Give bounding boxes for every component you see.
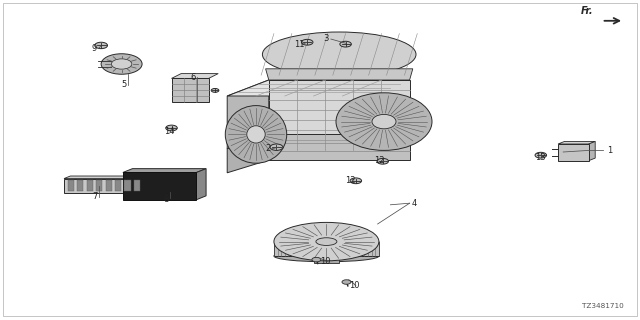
Polygon shape [589, 141, 595, 161]
Text: 3: 3 [324, 34, 329, 43]
Text: 10: 10 [320, 257, 330, 266]
Polygon shape [123, 169, 206, 172]
Bar [77, 180, 83, 191]
Polygon shape [558, 141, 595, 144]
Circle shape [101, 54, 142, 74]
Polygon shape [242, 83, 397, 99]
Polygon shape [242, 83, 285, 160]
Bar [64, 179, 147, 193]
Text: TZ3481710: TZ3481710 [582, 303, 624, 309]
Circle shape [350, 178, 362, 184]
Ellipse shape [372, 115, 396, 129]
Polygon shape [274, 242, 379, 256]
Bar [558, 144, 589, 161]
Bar [96, 180, 102, 191]
Bar [124, 180, 131, 191]
Ellipse shape [225, 106, 287, 163]
Bar [314, 257, 339, 263]
Text: 2: 2 [265, 144, 270, 153]
Polygon shape [147, 176, 154, 193]
Text: 13: 13 [536, 153, 546, 162]
Ellipse shape [247, 126, 265, 143]
Circle shape [166, 125, 177, 131]
Polygon shape [266, 69, 413, 80]
Polygon shape [269, 80, 410, 150]
Polygon shape [269, 134, 410, 160]
Polygon shape [227, 80, 410, 96]
Ellipse shape [274, 250, 379, 262]
Text: 12: 12 [346, 176, 356, 185]
Circle shape [211, 89, 219, 92]
Ellipse shape [274, 222, 379, 261]
Text: 9: 9 [92, 44, 97, 53]
Text: 7: 7 [92, 192, 97, 201]
Polygon shape [227, 80, 269, 149]
Circle shape [111, 59, 132, 69]
Circle shape [342, 280, 351, 284]
Text: Fr.: Fr. [581, 6, 594, 16]
Polygon shape [285, 83, 397, 147]
Text: 1: 1 [607, 146, 612, 155]
Polygon shape [172, 74, 218, 78]
Text: 14: 14 [164, 127, 174, 136]
Bar [87, 180, 93, 191]
Polygon shape [196, 169, 206, 200]
Circle shape [301, 39, 313, 45]
Bar [134, 180, 140, 191]
Text: 10: 10 [349, 281, 360, 290]
Bar [68, 180, 74, 191]
Bar [172, 78, 209, 102]
Text: 5: 5 [121, 80, 126, 89]
Polygon shape [64, 176, 154, 179]
Text: 6: 6 [191, 73, 196, 82]
Text: 12: 12 [374, 156, 384, 165]
Circle shape [340, 41, 351, 47]
Bar [115, 180, 121, 191]
Circle shape [312, 257, 321, 262]
Ellipse shape [336, 93, 432, 150]
Ellipse shape [262, 32, 416, 77]
Circle shape [270, 144, 283, 150]
Polygon shape [227, 134, 269, 173]
Ellipse shape [316, 238, 337, 245]
Text: 11: 11 [294, 40, 305, 49]
Bar [106, 180, 112, 191]
Bar [123, 172, 196, 200]
Circle shape [535, 152, 547, 158]
Circle shape [95, 42, 108, 49]
Circle shape [377, 158, 388, 164]
Text: 8: 8 [164, 195, 169, 204]
Text: 4: 4 [412, 199, 417, 208]
